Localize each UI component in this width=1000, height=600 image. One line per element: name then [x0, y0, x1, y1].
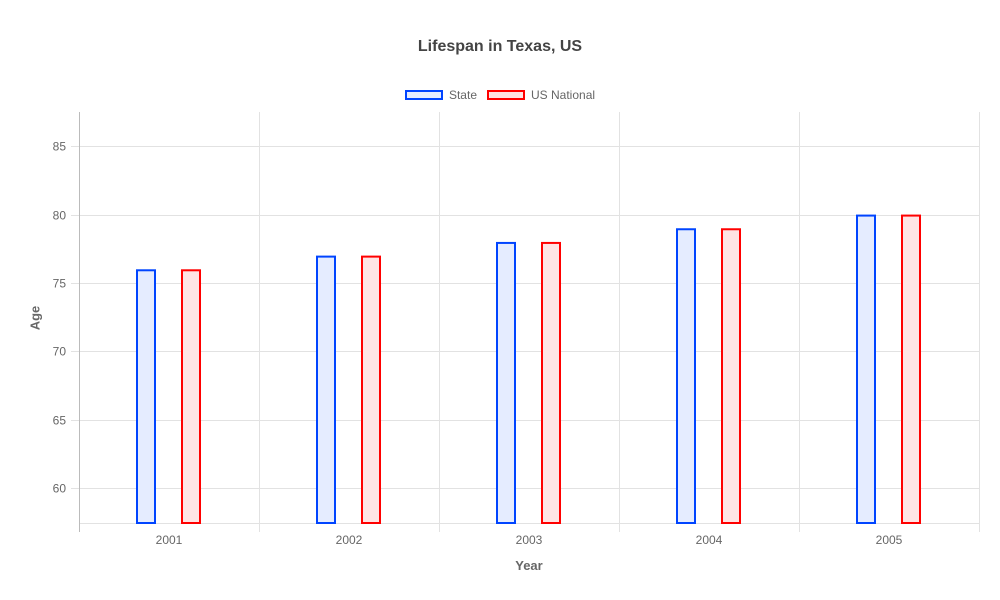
y-tick-label: 65: [53, 414, 67, 428]
x-tick-label: 2004: [696, 533, 723, 547]
y-tick-label: 70: [53, 345, 67, 359]
y-tick-label: 80: [53, 209, 67, 223]
y-tick-label: 75: [53, 277, 67, 291]
legend-swatch-us-national: [487, 90, 525, 100]
bar-us-national: [181, 269, 201, 524]
bar-us-national: [721, 228, 741, 525]
bar-state: [316, 255, 336, 524]
x-tick-label: 2005: [876, 533, 903, 547]
legend-swatch-state: [404, 90, 443, 100]
x-tick-label: 2003: [516, 533, 543, 547]
bar-state: [676, 228, 696, 525]
legend-label-us-national: US National: [531, 88, 596, 102]
bar-us-national: [361, 255, 381, 524]
bar-us-national: [901, 214, 921, 524]
y-axis-title: Age: [27, 305, 43, 331]
bar-state: [136, 269, 156, 524]
x-tick-label: 2001: [156, 533, 183, 547]
legend-label-state: State: [448, 88, 477, 102]
bar-state: [856, 214, 876, 524]
bar-us-national: [541, 241, 561, 524]
bar-state: [496, 241, 516, 524]
legend-item-state[interactable]: State: [404, 88, 477, 102]
legend-item-us-national[interactable]: US National: [487, 88, 595, 102]
x-axis-title: Year: [515, 558, 543, 573]
legend: State US National: [0, 88, 1000, 102]
y-tick-label: 60: [53, 482, 67, 496]
x-tick-label: 2002: [336, 533, 363, 547]
y-tick-label: 85: [53, 140, 67, 154]
chart-title: Lifespan in Texas, US: [417, 38, 583, 55]
